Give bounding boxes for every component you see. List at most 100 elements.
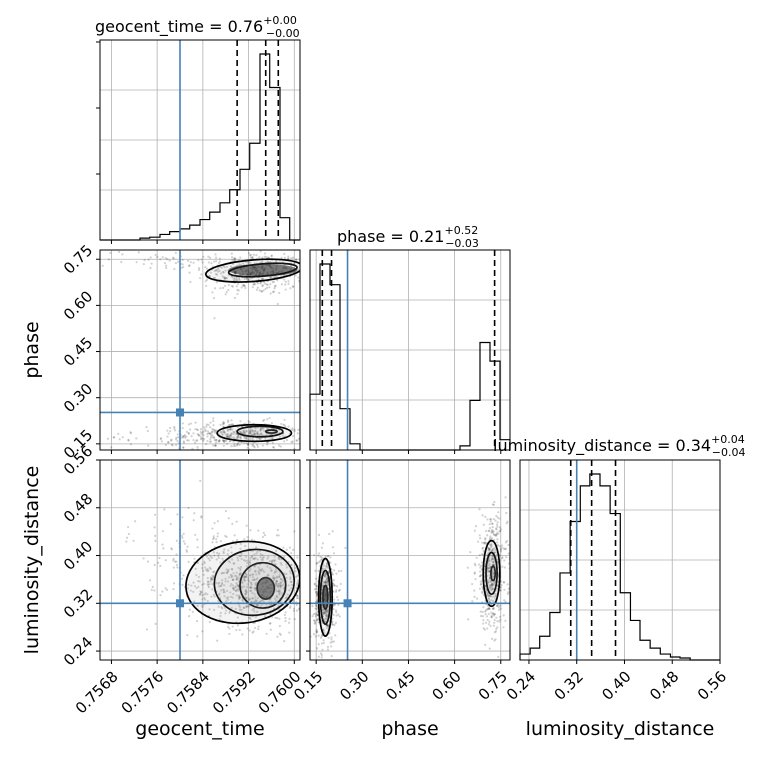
sample-point <box>496 626 499 629</box>
sample-point <box>282 546 285 549</box>
sample-point <box>325 566 329 569</box>
sample-point <box>183 434 187 437</box>
sample-point <box>251 597 254 600</box>
sample-point <box>272 559 275 562</box>
sample-point <box>224 534 227 537</box>
sample-point <box>486 566 490 570</box>
sample-point <box>256 443 259 447</box>
sample-point <box>228 440 231 443</box>
sample-point <box>169 430 172 433</box>
sample-point <box>275 583 278 586</box>
sample-point <box>326 611 329 614</box>
sample-point <box>257 529 260 532</box>
sample-point <box>213 437 216 440</box>
sample-point <box>202 426 206 429</box>
sample-point <box>109 251 112 255</box>
sample-point <box>227 576 231 579</box>
sample-point <box>212 536 215 540</box>
sample-point <box>186 587 189 590</box>
sample-point <box>273 560 276 563</box>
sample-point <box>262 555 265 559</box>
sample-point <box>270 254 273 257</box>
sample-point <box>229 265 232 268</box>
sample-point <box>257 570 260 573</box>
sample-point <box>326 555 329 558</box>
sample-point <box>207 584 210 587</box>
sample-point <box>325 615 329 618</box>
sample-point <box>253 446 256 449</box>
sample-point <box>159 258 162 261</box>
sample-point <box>504 496 507 499</box>
sample-point <box>225 290 228 294</box>
sample-point <box>239 606 242 609</box>
sample-point <box>209 440 213 443</box>
sample-point <box>250 245 252 247</box>
sample-point <box>214 256 218 259</box>
sample-point <box>227 433 230 436</box>
sample-point <box>253 610 256 613</box>
sample-point <box>222 271 225 274</box>
sample-point <box>173 427 176 430</box>
sample-point <box>338 588 341 591</box>
sample-point <box>243 574 246 578</box>
sample-point <box>206 599 209 603</box>
sample-point <box>260 290 263 293</box>
sample-point <box>234 589 237 592</box>
sample-point <box>200 437 203 440</box>
sample-point <box>199 479 202 482</box>
sample-point <box>241 598 244 601</box>
sample-point <box>174 429 177 432</box>
sample-point <box>250 583 253 587</box>
sample-point <box>239 431 243 434</box>
sample-point <box>196 445 199 449</box>
sample-point <box>185 430 188 433</box>
sample-point <box>187 432 190 435</box>
sample-point <box>497 655 500 658</box>
sample-point <box>206 432 209 436</box>
sample-point <box>248 604 251 607</box>
sample-point <box>217 266 220 269</box>
sample-point <box>261 554 264 557</box>
sample-point <box>251 443 255 446</box>
sample-point <box>215 438 218 442</box>
y-tick-label-phase: 0.75 <box>60 241 96 277</box>
sample-point <box>492 614 496 617</box>
sample-point <box>288 606 292 609</box>
sample-point <box>215 558 218 561</box>
sample-point <box>218 592 221 595</box>
sample-point <box>489 580 492 583</box>
sample-point <box>223 606 227 609</box>
sample-point <box>215 541 218 544</box>
sample-point <box>336 598 340 601</box>
sample-point <box>247 252 251 255</box>
sample-point <box>492 547 495 550</box>
sample-point <box>484 609 488 612</box>
sample-point <box>340 569 343 573</box>
sample-point <box>495 514 498 518</box>
sample-point <box>253 432 256 435</box>
sample-point <box>211 430 214 433</box>
sample-point <box>257 433 260 436</box>
sample-point <box>101 264 104 267</box>
sample-point <box>209 555 212 558</box>
sample-point <box>322 612 325 615</box>
sample-point <box>219 561 222 564</box>
sample-point <box>289 580 293 583</box>
sample-point <box>224 269 227 272</box>
sample-point <box>247 262 250 265</box>
sample-point <box>212 424 215 427</box>
sample-point <box>316 613 319 617</box>
sample-point <box>491 503 494 506</box>
sample-point <box>244 544 247 548</box>
sample-point <box>202 439 205 442</box>
sample-point <box>496 523 499 526</box>
sample-point <box>318 533 321 537</box>
sample-point <box>278 573 281 577</box>
sample-point <box>482 606 485 609</box>
sample-point <box>488 647 491 650</box>
sample-point <box>263 282 267 285</box>
sample-point <box>215 260 218 263</box>
sample-point <box>121 253 124 256</box>
sample-point <box>226 570 229 573</box>
sample-point <box>300 576 302 578</box>
